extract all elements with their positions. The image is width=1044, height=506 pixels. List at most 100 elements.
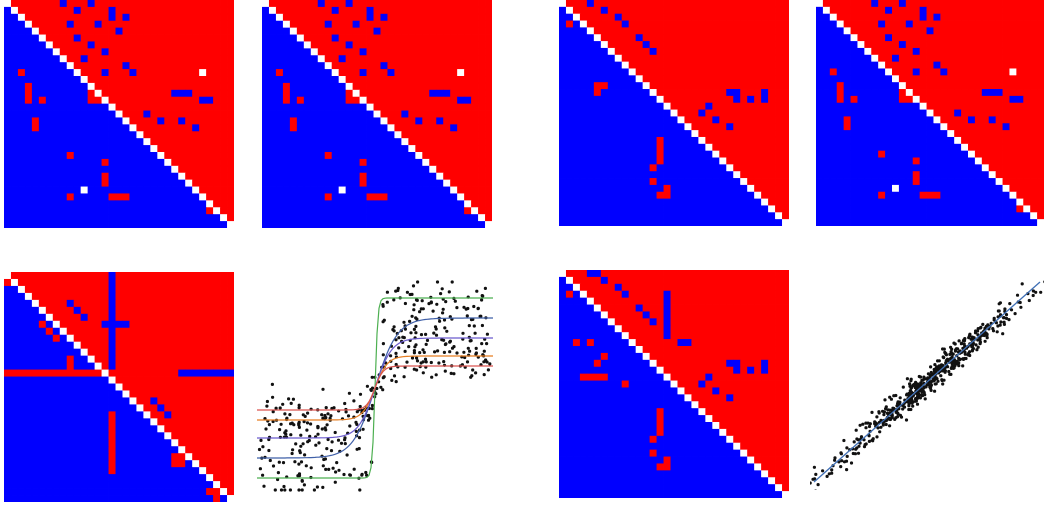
matrix-cell [642,157,651,165]
matrix-cell [108,62,116,70]
matrix-cell [579,41,588,49]
matrix-cell [94,397,102,405]
matrix-cell [747,130,755,138]
matrix-cell [213,299,221,308]
matrix-cell [768,205,776,213]
matrix-cell [443,27,451,35]
matrix-cell [66,103,75,111]
matrix-cell [471,62,479,70]
matrix-cell [691,136,699,145]
matrix-cell [740,109,748,117]
matrix-cell [275,138,284,146]
matrix-cell [164,20,172,29]
matrix-cell [401,34,409,42]
matrix-cell [387,48,395,56]
matrix-cell [457,193,465,201]
matrix-cell [429,110,437,118]
matrix-cell [4,362,12,370]
matrix-cell [108,76,116,84]
matrix-cell [775,205,783,213]
matrix-cell [579,116,588,124]
matrix-cell [220,27,228,35]
matrix-cell [101,390,109,398]
matrix-cell [822,13,831,21]
matrix-cell [38,278,47,287]
matrix-cell [485,124,492,132]
matrix-cell [677,34,685,42]
matrix-cell [24,138,33,146]
matrix-cell [115,207,123,215]
matrix-cell [572,89,581,97]
matrix-cell [892,6,900,15]
matrix-cell [213,383,221,391]
matrix-cell [782,212,789,220]
matrix-cell [940,95,948,104]
matrix-cell [850,61,858,69]
matrix-cell [586,68,595,76]
matrix-cell [919,205,927,213]
matrix-cell [4,397,12,405]
matrix-cell [136,383,144,391]
matrix-cell [726,116,734,124]
matrix-cell [352,138,360,146]
matrix-cell [572,143,581,152]
matrix-cell [579,212,588,220]
matrix-cell [559,13,567,21]
matrix-cell [220,285,228,294]
matrix-cell [450,103,458,111]
matrix-cell [663,143,671,152]
matrix-cell [108,306,116,315]
matrix-cell [178,138,186,146]
matrix-cell [185,145,193,153]
matrix-cell [268,96,277,105]
matrix-cell [885,116,893,124]
matrix-cell [981,171,990,179]
matrix-cell [822,82,831,90]
matrix-cell [782,54,789,63]
matrix-cell [289,82,298,91]
matrix-cell [213,376,221,384]
matrix-cell [359,207,367,215]
matrix-cell [45,82,54,91]
matrix-cell [740,6,748,15]
matrix-cell [670,198,678,206]
matrix-cell [66,341,75,350]
matrix-cell [66,292,75,301]
matrix-cell [471,207,479,215]
matrix-cell [429,96,437,105]
matrix-cell [143,20,151,29]
matrix-cell [366,27,374,35]
matrix-cell [1009,27,1017,35]
matrix-cell [981,34,990,42]
matrix-cell [981,150,990,158]
matrix-cell [586,164,595,172]
matrix-cell [38,186,47,194]
matrix-d-panel [816,0,1044,226]
matrix-cell [38,165,47,174]
matrix-cell [457,13,465,22]
matrix-cell [864,191,872,200]
matrix-cell [282,76,291,84]
matrix-cell [52,207,61,215]
matrix-cell [80,55,89,63]
matrix-cell [394,62,402,70]
matrix-cell [213,390,221,398]
matrix-cell [926,219,934,226]
matrix-cell [579,219,588,226]
matrix-cell [850,171,858,179]
matrix-cell [642,61,651,69]
matrix-cell [199,193,207,201]
matrix-cell [649,109,657,117]
matrix-cell [108,172,116,181]
matrix-cell [122,397,130,405]
matrix-cell [199,89,207,98]
matrix-cell [401,82,409,91]
matrix-cell [885,123,893,131]
matrix-cell [1016,136,1024,145]
matrix-cell [45,193,54,201]
matrix-cell [136,48,144,56]
matrix-cell [10,117,19,125]
matrix-cell [199,278,207,287]
matrix-cell [317,6,326,15]
matrix-cell [38,404,47,412]
